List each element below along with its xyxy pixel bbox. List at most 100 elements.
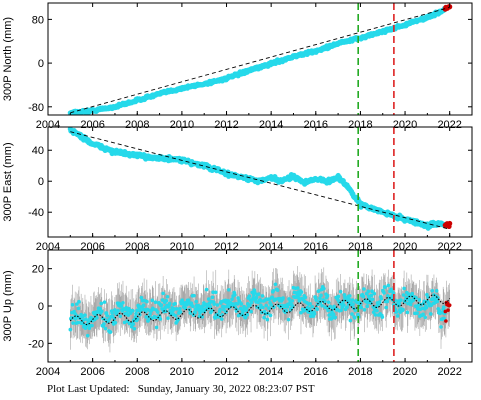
observation-point	[323, 299, 327, 304]
observation-point	[85, 333, 90, 338]
observation-point	[286, 317, 291, 322]
observation-point	[271, 288, 276, 293]
observation-point	[212, 302, 216, 306]
observation-point	[348, 318, 353, 323]
observation-point	[310, 304, 315, 309]
observation-point	[390, 294, 394, 298]
observation-point	[269, 303, 273, 307]
observation-point	[275, 288, 280, 292]
observation-point	[315, 307, 320, 312]
observation-point	[178, 310, 183, 314]
observation-point	[249, 300, 254, 305]
observation-point	[194, 299, 199, 304]
y-tick-label: -40	[28, 207, 44, 219]
panel-frame	[47, 2, 473, 116]
observation-point	[132, 326, 137, 331]
observation-point	[167, 301, 172, 306]
observation-point	[326, 300, 331, 304]
observation-point	[222, 304, 227, 309]
observation-point	[342, 303, 346, 307]
observation-point	[331, 312, 336, 316]
observation-point	[284, 309, 289, 313]
x-tick-label: 2004	[36, 119, 60, 131]
observation-point	[119, 304, 124, 308]
observation-point	[281, 296, 285, 300]
observation-point	[76, 306, 81, 311]
observation-point	[440, 310, 444, 315]
observation-point	[341, 299, 346, 303]
observation-point	[423, 315, 428, 320]
observation-point	[142, 298, 146, 303]
observation-point	[267, 306, 271, 310]
observation-point	[116, 308, 120, 313]
observation-point	[383, 285, 387, 289]
observation-point	[211, 290, 215, 295]
observation-point	[415, 311, 419, 315]
observation-point	[375, 308, 379, 313]
x-tick-label: 2012	[214, 119, 238, 131]
observation-point	[406, 301, 410, 306]
observation-point	[160, 298, 165, 302]
observation-point	[192, 293, 196, 298]
observation-point	[191, 304, 195, 309]
observation-point	[350, 298, 355, 302]
observation-point	[73, 312, 78, 316]
observation-point	[384, 305, 388, 310]
observation-point	[122, 320, 127, 325]
recent-points	[442, 220, 453, 230]
observation-point	[124, 306, 129, 310]
observation-point	[235, 307, 239, 312]
observation-point	[385, 299, 390, 304]
observation-point	[297, 298, 302, 303]
observation-point	[397, 301, 402, 306]
observation-point	[161, 291, 165, 296]
observation-points	[67, 5, 448, 115]
observation-point	[84, 317, 88, 322]
observation-point	[350, 312, 354, 316]
observation-point	[326, 308, 330, 313]
y-tick-label: -80	[28, 102, 44, 114]
observation-point	[158, 317, 163, 321]
observation-point	[373, 313, 378, 317]
observation-point	[435, 299, 440, 304]
observation-point	[154, 325, 159, 330]
y-tick-label: 80	[32, 14, 44, 26]
observation-point	[151, 307, 156, 311]
observation-point	[370, 289, 374, 294]
observation-point	[166, 316, 170, 321]
observation-points	[67, 127, 448, 231]
model-line	[69, 294, 451, 326]
observation-point	[399, 298, 403, 303]
observation-point	[164, 298, 169, 303]
observation-point	[90, 323, 94, 328]
observation-point	[408, 302, 413, 307]
observation-point	[121, 300, 125, 305]
observation-point	[155, 310, 160, 314]
observation-point	[73, 317, 78, 321]
x-tick-label: 2012	[214, 366, 238, 378]
x-tick-label: 2014	[259, 366, 283, 378]
observation-point	[348, 294, 352, 298]
observation-point	[148, 312, 152, 316]
observation-point	[220, 313, 225, 317]
observation-point	[77, 299, 81, 304]
y-axis-title: 300P East (mm)	[2, 142, 14, 221]
last-updated-footer: Plot Last Updated: Sunday, January 30, 2…	[47, 383, 315, 395]
observation-point	[105, 313, 110, 318]
y-tick-label: 20	[32, 264, 44, 276]
observation-point	[273, 282, 278, 287]
observation-point	[386, 283, 391, 288]
observation-point	[219, 317, 224, 321]
observation-point	[287, 297, 291, 301]
x-tick-label: 2010	[170, 119, 194, 131]
observation-point	[379, 296, 384, 301]
observation-point	[382, 291, 386, 295]
observation-point	[254, 295, 259, 300]
observation-point	[320, 303, 324, 308]
observation-point	[75, 302, 79, 306]
observation-point	[83, 313, 87, 317]
observation-point	[367, 296, 372, 301]
observation-point	[352, 316, 357, 320]
observation-point	[314, 298, 318, 302]
x-tick-label: 2020	[393, 366, 417, 378]
